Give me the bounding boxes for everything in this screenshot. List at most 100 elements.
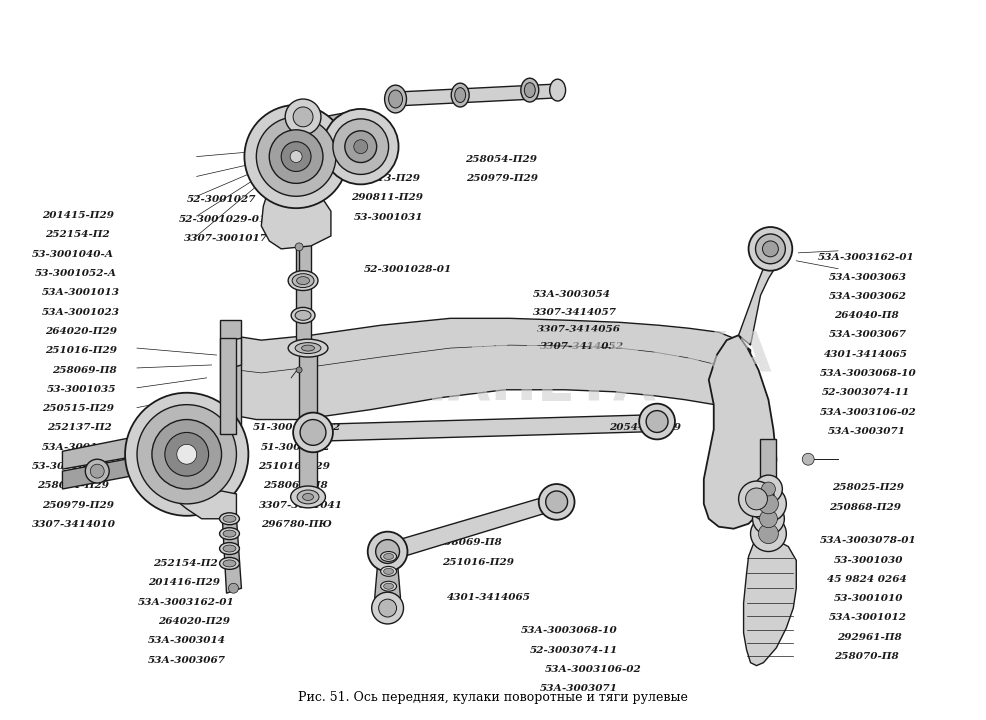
Text: 3307-3414057: 3307-3414057 xyxy=(533,307,617,317)
Text: 250868-П29: 250868-П29 xyxy=(829,503,901,512)
Text: 292961-П8: 292961-П8 xyxy=(837,633,902,642)
Polygon shape xyxy=(62,434,147,469)
Circle shape xyxy=(290,150,302,163)
Text: 250613-П29: 250613-П29 xyxy=(348,174,420,183)
Text: 53А-3001013: 53А-3001013 xyxy=(42,288,120,297)
Ellipse shape xyxy=(525,83,535,97)
Circle shape xyxy=(762,241,778,257)
Text: 250979-П29: 250979-П29 xyxy=(42,500,114,510)
Ellipse shape xyxy=(291,486,325,508)
Text: 3307-3414010: 3307-3414010 xyxy=(33,520,116,528)
Ellipse shape xyxy=(220,513,240,525)
Ellipse shape xyxy=(452,83,469,107)
Ellipse shape xyxy=(297,276,310,284)
Ellipse shape xyxy=(549,79,566,101)
Ellipse shape xyxy=(381,567,396,576)
Circle shape xyxy=(754,475,782,503)
Circle shape xyxy=(745,488,767,510)
Circle shape xyxy=(379,599,396,617)
Circle shape xyxy=(137,405,237,504)
Circle shape xyxy=(752,503,784,535)
Text: 251016-П29: 251016-П29 xyxy=(442,558,514,567)
Text: 51-3001025-02: 51-3001025-02 xyxy=(252,423,341,433)
Text: 4301-3414065: 4301-3414065 xyxy=(824,350,908,359)
Circle shape xyxy=(285,99,321,135)
Circle shape xyxy=(165,433,209,476)
Text: 296780-ПЮ: 296780-ПЮ xyxy=(260,520,331,528)
Text: 251016-П29: 251016-П29 xyxy=(45,346,117,355)
Text: 53-3001052-А: 53-3001052-А xyxy=(35,269,117,278)
Ellipse shape xyxy=(288,339,328,357)
Polygon shape xyxy=(222,338,242,472)
Text: 258069-П8: 258069-П8 xyxy=(437,539,502,547)
Text: 53А-3003062: 53А-3003062 xyxy=(829,292,907,301)
Ellipse shape xyxy=(302,345,315,351)
Polygon shape xyxy=(386,494,560,560)
Text: 52-3003074-11: 52-3003074-11 xyxy=(530,646,618,654)
Text: 53-3001052-А: 53-3001052-А xyxy=(33,462,114,471)
Text: 53А-3003071: 53А-3003071 xyxy=(827,427,905,436)
Ellipse shape xyxy=(388,90,402,108)
Circle shape xyxy=(269,130,323,184)
Circle shape xyxy=(750,486,787,522)
Circle shape xyxy=(293,107,313,127)
Circle shape xyxy=(295,243,303,251)
Text: 45 9824 0264: 45 9824 0264 xyxy=(827,575,907,584)
Text: 264020-П29: 264020-П29 xyxy=(158,617,230,626)
Ellipse shape xyxy=(288,271,318,291)
Ellipse shape xyxy=(521,78,538,102)
Circle shape xyxy=(750,516,787,552)
Circle shape xyxy=(803,454,814,465)
Ellipse shape xyxy=(223,560,236,567)
Ellipse shape xyxy=(303,493,314,500)
Ellipse shape xyxy=(455,88,465,102)
Text: 52-3001028-01: 52-3001028-01 xyxy=(364,265,452,274)
Text: 258054-П29: 258054-П29 xyxy=(464,155,536,163)
Text: 53А-3003106-02: 53А-3003106-02 xyxy=(819,408,916,417)
Circle shape xyxy=(545,491,568,513)
Text: 51-3001022: 51-3001022 xyxy=(260,443,330,451)
Polygon shape xyxy=(162,489,237,519)
Circle shape xyxy=(152,420,222,489)
Text: 53А-3003067: 53А-3003067 xyxy=(148,656,226,665)
Circle shape xyxy=(758,494,778,514)
Polygon shape xyxy=(299,345,317,499)
Text: 52-3001029-01: 52-3001029-01 xyxy=(179,215,267,224)
Ellipse shape xyxy=(220,528,240,539)
Ellipse shape xyxy=(295,343,321,354)
Text: 53А-3003054: 53А-3003054 xyxy=(533,290,611,300)
Text: 258025-П29: 258025-П29 xyxy=(832,483,904,492)
Polygon shape xyxy=(395,84,555,106)
Polygon shape xyxy=(62,455,147,489)
Circle shape xyxy=(759,510,777,528)
Circle shape xyxy=(368,531,407,572)
Polygon shape xyxy=(743,539,797,665)
Ellipse shape xyxy=(291,307,315,323)
Text: 53А-3003014: 53А-3003014 xyxy=(148,636,226,645)
Polygon shape xyxy=(230,318,750,425)
Text: ПЛАНЕТА: ПЛАНЕТА xyxy=(356,358,657,412)
Circle shape xyxy=(333,119,388,174)
Text: 3307-3414056: 3307-3414056 xyxy=(537,325,621,334)
Circle shape xyxy=(354,140,368,153)
Circle shape xyxy=(300,420,326,446)
Polygon shape xyxy=(222,504,242,593)
Ellipse shape xyxy=(223,545,236,552)
Circle shape xyxy=(91,464,105,478)
Circle shape xyxy=(372,592,403,624)
Text: 53А-3003067: 53А-3003067 xyxy=(829,330,907,340)
Text: 252154-П2: 252154-П2 xyxy=(45,230,109,240)
Ellipse shape xyxy=(223,530,236,537)
Text: 3307-3001041: 3307-3001041 xyxy=(258,500,343,510)
Text: 53-3001030: 53-3001030 xyxy=(834,556,904,564)
Circle shape xyxy=(125,392,248,516)
Ellipse shape xyxy=(220,543,240,554)
Ellipse shape xyxy=(384,583,393,589)
Text: 53-3001010: 53-3001010 xyxy=(834,594,904,603)
Text: 53-3001040-А: 53-3001040-А xyxy=(33,250,114,258)
Polygon shape xyxy=(760,439,776,489)
Circle shape xyxy=(748,227,793,271)
Text: 264020-П29: 264020-П29 xyxy=(45,327,117,336)
Text: 252137-П2: 252137-П2 xyxy=(47,423,111,433)
Text: 4301-3414065: 4301-3414065 xyxy=(447,593,530,603)
